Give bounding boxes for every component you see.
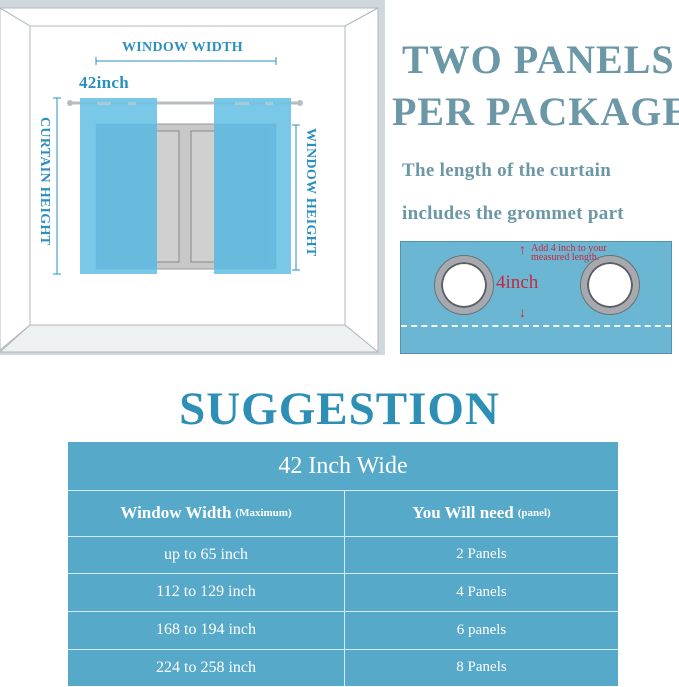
table-cell-panels: 8 Panels — [456, 659, 507, 675]
arrow-up-icon: ↑ — [519, 243, 526, 258]
curtain-height-label: CURTAIN HEIGHT — [37, 117, 52, 246]
table-cell-panels: 2 Panels — [456, 546, 507, 562]
grommet-note-line-1: Add 4 inch to your — [531, 243, 607, 254]
table-cell-width: 168 to 194 inch — [156, 621, 256, 638]
note-line-1: The length of the curtain — [402, 160, 612, 181]
column-header-window-width: Window Width (Maximum) — [68, 490, 344, 536]
table-cell-panels: 4 Panels — [456, 583, 507, 600]
suggestion-table: 42 Inch Wide Window Width (Maximum) You W… — [68, 442, 618, 686]
measure-label: 4inch — [496, 272, 539, 293]
grommet-note-line-2: measured length. — [531, 252, 600, 263]
window-width-label: WINDOW WIDTH — [122, 40, 243, 55]
grommet-icon — [581, 256, 639, 314]
table-cell-width: 224 to 258 inch — [156, 658, 256, 676]
column-header-label: You Will need — [412, 503, 514, 522]
column-header-label: Window Width — [120, 503, 232, 522]
column-header-qualifier: (Maximum) — [235, 507, 292, 519]
title-line-1: TWO PANELS — [402, 37, 675, 82]
room-diagram — [0, 0, 385, 355]
title-line-2: PER PACKAGE — [392, 89, 679, 134]
table-cell-width: up to 65 inch — [164, 545, 248, 563]
window-height-label: WINDOW HEIGHT — [303, 128, 318, 257]
arrow-down-icon: ↓ — [519, 306, 526, 321]
stitch-line — [401, 325, 671, 327]
table-cell-panels: 6 panels — [456, 621, 507, 638]
note-line-2: includes the grommet part — [402, 203, 624, 224]
table-cell-width: 112 to 129 inch — [156, 583, 256, 600]
grommet-icon — [435, 256, 493, 314]
suggestion-heading: SUGGESTION — [179, 383, 500, 435]
grommet-note: Add 4 inch to your measured length. — [531, 243, 607, 263]
table-title: 42 Inch Wide — [278, 452, 408, 479]
column-header-panels-needed: You Will need (panel) — [345, 490, 618, 536]
grommet-detail-panel: ↑ ↓ Add 4 inch to your measured length. … — [400, 241, 672, 354]
column-header-qualifier: (panel) — [517, 507, 551, 519]
curtain-width-label: 42inch — [79, 73, 129, 92]
